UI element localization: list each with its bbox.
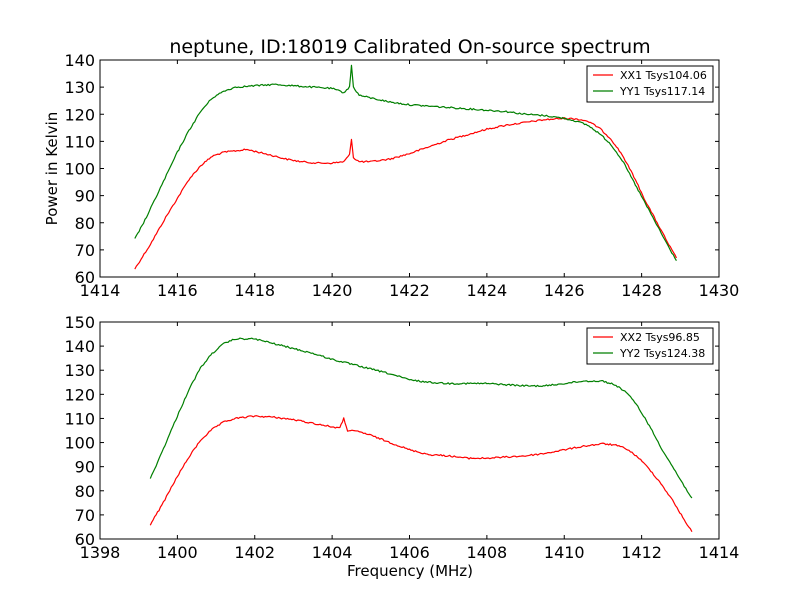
y-tick-label: 80 [75, 482, 95, 501]
legend-label: YY1 Tsys117.14 [619, 85, 705, 98]
x-tick-label: 1398 [80, 543, 121, 562]
y-tick-label: 60 [75, 530, 95, 549]
x-tick-label: 1416 [157, 281, 198, 300]
legend-label: YY2 Tsys124.38 [619, 347, 705, 360]
x-tick-label: 1422 [389, 281, 430, 300]
x-tick-label: 1428 [621, 281, 662, 300]
y-tick-label: 70 [75, 506, 95, 525]
legend-label: XX1 Tsys104.06 [620, 69, 707, 82]
y-tick-label: 120 [64, 385, 95, 404]
bottom-spectrum-panel: 1398 1400 1402 1404 1406 1408 1410 1412 1414 60 70… [64, 313, 739, 562]
y-tick-label: 70 [75, 241, 95, 260]
y-tick-label: 100 [64, 434, 95, 453]
x-tick-label: 1426 [544, 281, 585, 300]
y-tick-label: 110 [64, 132, 95, 151]
y-tick-label: 60 [75, 268, 95, 287]
x-tick-label: 1402 [234, 543, 275, 562]
x-tick-label: 1424 [467, 281, 508, 300]
series-line-xx2 [149, 415, 693, 533]
y-tick-label: 150 [64, 313, 95, 332]
y-tick-label: 140 [64, 337, 95, 356]
top-spectrum-panel: 1414 1416 1418 1420 1422 1424 1426 1428 1430 60 70… [43, 51, 739, 300]
legend-label: XX2 Tsys96.85 [620, 331, 700, 344]
y-tick-label: 80 [75, 214, 95, 233]
y-tick-label: 110 [64, 409, 95, 428]
x-tick-label: 1400 [157, 543, 198, 562]
series-line-yy2 [149, 337, 693, 499]
series-line-yy1 [134, 64, 677, 262]
y-tick-label: 90 [75, 187, 95, 206]
x-tick-label: 1410 [544, 543, 585, 562]
x-tick-label: 1430 [699, 281, 740, 300]
y-tick-label: 130 [64, 78, 95, 97]
y-tick-label: 130 [64, 361, 95, 380]
y-axis-label: Power in Kelvin [43, 112, 61, 226]
figure-title: neptune, ID:18019 Calibrated On-source s… [169, 36, 650, 58]
x-tick-label: 1418 [234, 281, 275, 300]
series-line-xx1 [134, 116, 677, 270]
x-tick-label: 1408 [467, 543, 508, 562]
x-tick-label: 1404 [312, 543, 353, 562]
y-tick-label: 100 [64, 160, 95, 179]
x-tick-label: 1414 [699, 543, 740, 562]
x-tick-label: 1412 [621, 543, 662, 562]
legend-box [586, 327, 714, 365]
x-tick-label: 1420 [312, 281, 353, 300]
x-axis-label: Frequency (MHz) [347, 562, 473, 580]
y-tick-label: 90 [75, 458, 95, 477]
y-tick-label: 140 [64, 51, 95, 70]
x-tick-label: 1414 [80, 281, 121, 300]
y-tick-label: 120 [64, 105, 95, 124]
legend-box [586, 65, 714, 103]
x-tick-label: 1406 [389, 543, 430, 562]
